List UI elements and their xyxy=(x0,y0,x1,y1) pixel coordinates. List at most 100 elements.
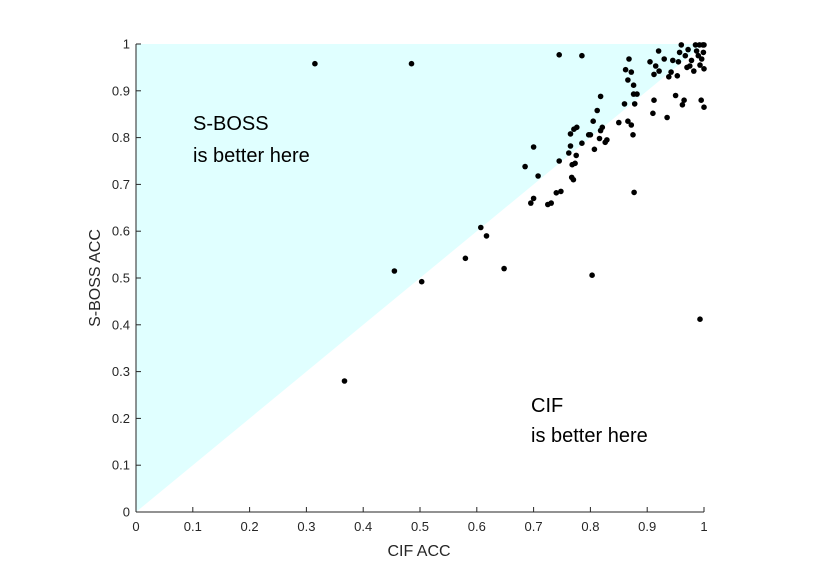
data-point xyxy=(589,272,595,279)
data-point xyxy=(670,57,676,64)
data-point xyxy=(579,140,585,146)
y-tick-label: 1 xyxy=(123,37,130,52)
ticks-layer: 0 0.1 0.2 0.3 0.4 0.5 0.6 0.7 0.8 0.9 1 0 0.1 0.2 0.3 0… xyxy=(112,37,708,535)
data-point xyxy=(631,101,638,107)
data-point xyxy=(522,163,528,170)
points-layer xyxy=(312,42,707,384)
data-point xyxy=(655,48,662,54)
data-point xyxy=(693,48,700,54)
data-point xyxy=(661,56,667,62)
data-point xyxy=(692,42,699,48)
data-point xyxy=(596,135,603,142)
x-tick-label: 0.8 xyxy=(581,519,599,534)
data-point xyxy=(567,131,574,137)
data-point xyxy=(599,124,606,131)
data-point xyxy=(625,77,631,83)
data-point xyxy=(604,137,610,143)
data-point xyxy=(530,195,537,202)
y-tick-label: 0.2 xyxy=(112,411,130,426)
data-point xyxy=(679,102,686,108)
data-point xyxy=(698,56,705,62)
data-point xyxy=(553,190,560,196)
data-point xyxy=(630,132,636,138)
y-axis-title: S-BOSS ACC xyxy=(87,229,104,327)
data-point xyxy=(572,160,578,167)
data-point xyxy=(630,82,637,88)
data-point xyxy=(647,59,653,65)
data-point xyxy=(622,66,629,73)
data-point xyxy=(567,143,574,149)
data-point xyxy=(698,97,704,103)
data-point xyxy=(616,119,622,126)
data-point xyxy=(566,150,572,156)
data-point xyxy=(687,63,693,69)
data-point xyxy=(678,42,685,48)
data-point xyxy=(656,68,662,74)
data-point xyxy=(501,265,507,272)
data-point xyxy=(651,71,657,78)
data-point xyxy=(688,57,695,64)
data-point xyxy=(676,49,683,56)
data-point xyxy=(672,92,679,99)
x-tick-label: 0 xyxy=(132,519,139,534)
data-point xyxy=(556,158,562,164)
data-point xyxy=(594,107,600,114)
y-tick-label: 0.1 xyxy=(112,458,130,473)
y-tick-label: 0.8 xyxy=(112,130,130,145)
data-point xyxy=(535,173,541,179)
data-point xyxy=(570,176,577,183)
data-point xyxy=(558,188,564,195)
data-point xyxy=(631,189,637,196)
data-point xyxy=(626,56,632,62)
data-point xyxy=(700,49,707,56)
x-tick-label: 0.3 xyxy=(297,519,315,534)
data-point xyxy=(634,91,640,97)
data-point xyxy=(628,69,635,75)
data-point xyxy=(590,118,596,124)
data-point xyxy=(691,68,697,74)
data-point xyxy=(650,110,656,117)
data-point xyxy=(664,114,670,121)
data-point xyxy=(478,224,484,231)
annotation-upper-line1: S-BOSS xyxy=(193,113,269,135)
data-point xyxy=(701,104,707,110)
x-tick-label: 0.6 xyxy=(468,519,486,534)
y-tick-label: 0.7 xyxy=(112,177,130,192)
annotation-lower-line2: is better here xyxy=(531,425,648,447)
x-tick-label: 0.7 xyxy=(525,519,543,534)
data-point xyxy=(668,69,674,75)
data-point xyxy=(587,132,594,138)
x-tick-label: 0.2 xyxy=(241,519,259,534)
data-point xyxy=(579,52,585,59)
y-tick-label: 0.4 xyxy=(112,317,130,332)
data-point xyxy=(574,124,580,131)
x-tick-label: 0.4 xyxy=(354,519,372,534)
data-point xyxy=(418,278,425,285)
data-point xyxy=(341,378,348,384)
data-point xyxy=(666,74,672,80)
data-point xyxy=(682,52,689,59)
x-tick-label: 0.9 xyxy=(638,519,656,534)
data-point xyxy=(675,59,682,65)
data-point xyxy=(548,200,554,206)
y-tick-label: 0.5 xyxy=(112,271,130,286)
data-point xyxy=(685,46,691,53)
data-point xyxy=(530,144,537,150)
data-point xyxy=(697,62,703,68)
x-tick-label: 0.1 xyxy=(184,519,202,534)
data-point xyxy=(681,97,687,103)
data-point xyxy=(312,60,318,67)
x-axis-title: CIF ACC xyxy=(387,543,450,560)
data-point xyxy=(652,63,659,69)
data-point xyxy=(625,118,631,124)
data-point xyxy=(408,60,415,67)
data-point xyxy=(462,255,469,262)
annotation-lower-line1: CIF xyxy=(531,395,563,417)
x-tick-label: 1 xyxy=(700,519,707,534)
data-point xyxy=(628,122,635,128)
data-point xyxy=(651,97,657,103)
data-point xyxy=(556,52,562,58)
data-point xyxy=(597,93,604,100)
data-point xyxy=(591,146,598,153)
